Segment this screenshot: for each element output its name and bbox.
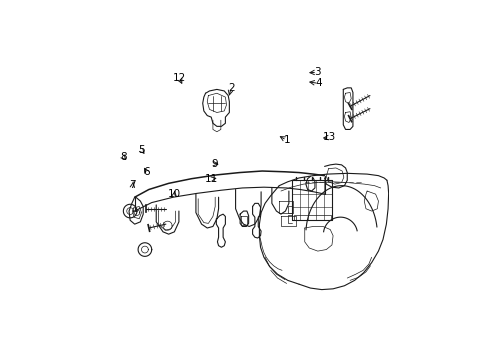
Text: 1: 1 <box>283 135 289 145</box>
Text: 10: 10 <box>167 189 181 199</box>
Text: 8: 8 <box>120 152 126 162</box>
Text: 12: 12 <box>172 73 185 83</box>
Text: 7: 7 <box>129 180 136 190</box>
Text: 4: 4 <box>315 78 321 89</box>
Text: 5: 5 <box>138 145 144 155</box>
Text: 9: 9 <box>211 159 218 169</box>
Text: 13: 13 <box>323 132 336 143</box>
Text: 2: 2 <box>227 82 234 93</box>
Text: 11: 11 <box>205 174 218 184</box>
Text: 6: 6 <box>143 167 150 177</box>
Text: 3: 3 <box>313 67 320 77</box>
